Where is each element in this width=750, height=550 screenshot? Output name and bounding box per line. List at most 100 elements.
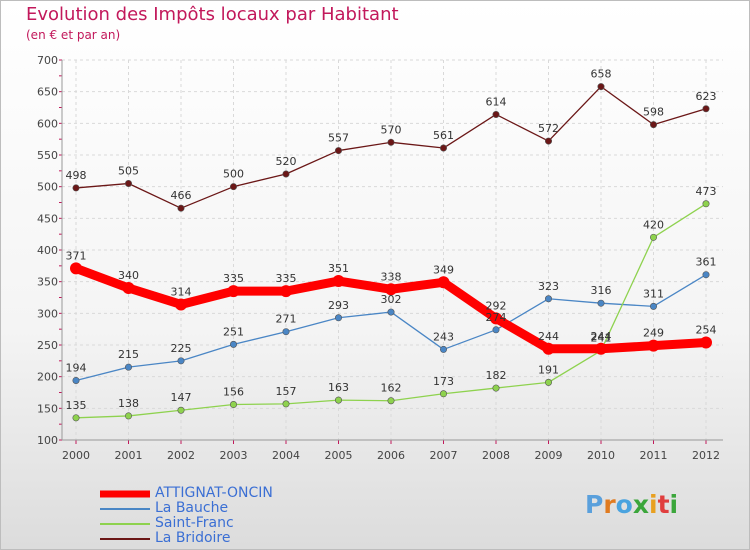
data-label: 241 [591,332,612,345]
data-point [702,271,710,279]
data-point [385,283,397,296]
y-tick-label: 350 [37,276,58,289]
data-point [649,302,657,310]
legend-swatch-bridoire [100,537,150,540]
data-label: 302 [381,293,402,306]
x-tick-label: 2001 [115,449,143,462]
data-point [597,299,605,307]
data-point [700,336,712,349]
proxiti-logo: Proxiti [585,490,679,519]
data-point [542,342,555,355]
data-point [439,390,447,398]
data-label: 254 [696,323,717,336]
y-tick-label: 450 [37,212,58,225]
x-tick-label: 2009 [535,449,563,462]
data-point [332,275,345,288]
data-label: 243 [433,330,454,343]
data-label: 473 [696,185,717,198]
x-tick-label: 2004 [272,449,300,462]
data-point [649,121,657,129]
data-label: 274 [486,311,507,324]
data-point [439,345,447,353]
data-label: 505 [118,165,139,178]
data-point [597,83,605,91]
data-point [492,384,500,392]
y-tick-label: 200 [37,371,58,384]
data-point [387,397,395,405]
data-label: 371 [66,249,87,262]
y-tick-label: 250 [37,339,58,352]
legend-swatch-attignat [100,490,150,497]
data-point [282,170,290,178]
data-label: 340 [118,269,139,282]
y-tick-label: 550 [37,149,58,162]
data-label: 215 [118,348,139,361]
data-label: 293 [328,299,349,312]
data-label: 271 [276,313,297,326]
data-point [544,378,552,386]
data-point [125,412,133,420]
data-label: 598 [643,106,664,119]
data-label: 466 [171,189,192,202]
data-label: 162 [381,382,402,395]
data-label: 520 [276,155,297,168]
data-point [387,138,395,146]
data-label: 361 [696,256,717,269]
data-label: 244 [591,330,612,343]
y-tick-label: 500 [37,181,58,194]
data-label: 182 [486,369,507,382]
chart-title: Evolution des Impôts locaux par Habitant [26,4,399,25]
legend-label: La Bauche [155,500,229,516]
y-tick-label: 650 [37,86,58,99]
data-label: 338 [381,270,402,283]
y-tick-label: 150 [37,402,58,415]
data-label: 658 [591,68,612,81]
data-label: 225 [171,342,192,355]
data-point [282,328,290,336]
data-label: 500 [223,168,244,181]
data-point [492,110,500,118]
data-label: 614 [486,95,507,108]
data-label: 557 [328,132,349,145]
data-point [649,233,657,241]
y-tick-label: 600 [37,117,58,130]
data-label: 251 [223,325,244,338]
y-tick-label: 400 [37,244,58,257]
data-label: 623 [696,90,717,103]
data-label: 572 [538,122,559,135]
x-tick-label: 2000 [62,449,90,462]
data-point [72,184,80,192]
data-label: 157 [276,385,297,398]
data-point [544,137,552,145]
data-label: 292 [486,299,507,312]
data-point [72,414,80,422]
x-tick-label: 2005 [325,449,353,462]
data-point [72,376,80,384]
data-label: 323 [538,280,559,293]
data-label: 173 [433,375,454,388]
chart-subtitle: (en € et par an) [26,28,121,42]
data-label: 314 [171,285,192,298]
data-point [175,298,187,311]
legend-label: ATTIGNAT-ONCIN [155,485,273,501]
data-label: 498 [66,169,87,182]
data-point [122,282,135,294]
x-tick-label: 2003 [220,449,248,462]
x-tick-label: 2010 [587,449,615,462]
data-point [647,339,660,352]
y-tick-label: 300 [37,307,58,320]
legend-swatch-saint-franc [100,522,150,525]
data-label: 138 [118,397,139,410]
data-point [230,401,238,409]
data-point [387,308,395,316]
data-label: 147 [171,391,192,404]
data-point [227,285,240,298]
data-label: 316 [591,284,612,297]
legend-label: Saint-Franc [155,515,234,531]
data-point [490,312,502,325]
data-point [230,183,238,191]
data-label: 156 [223,386,244,399]
data-label: 244 [538,330,559,343]
data-point [282,400,290,408]
